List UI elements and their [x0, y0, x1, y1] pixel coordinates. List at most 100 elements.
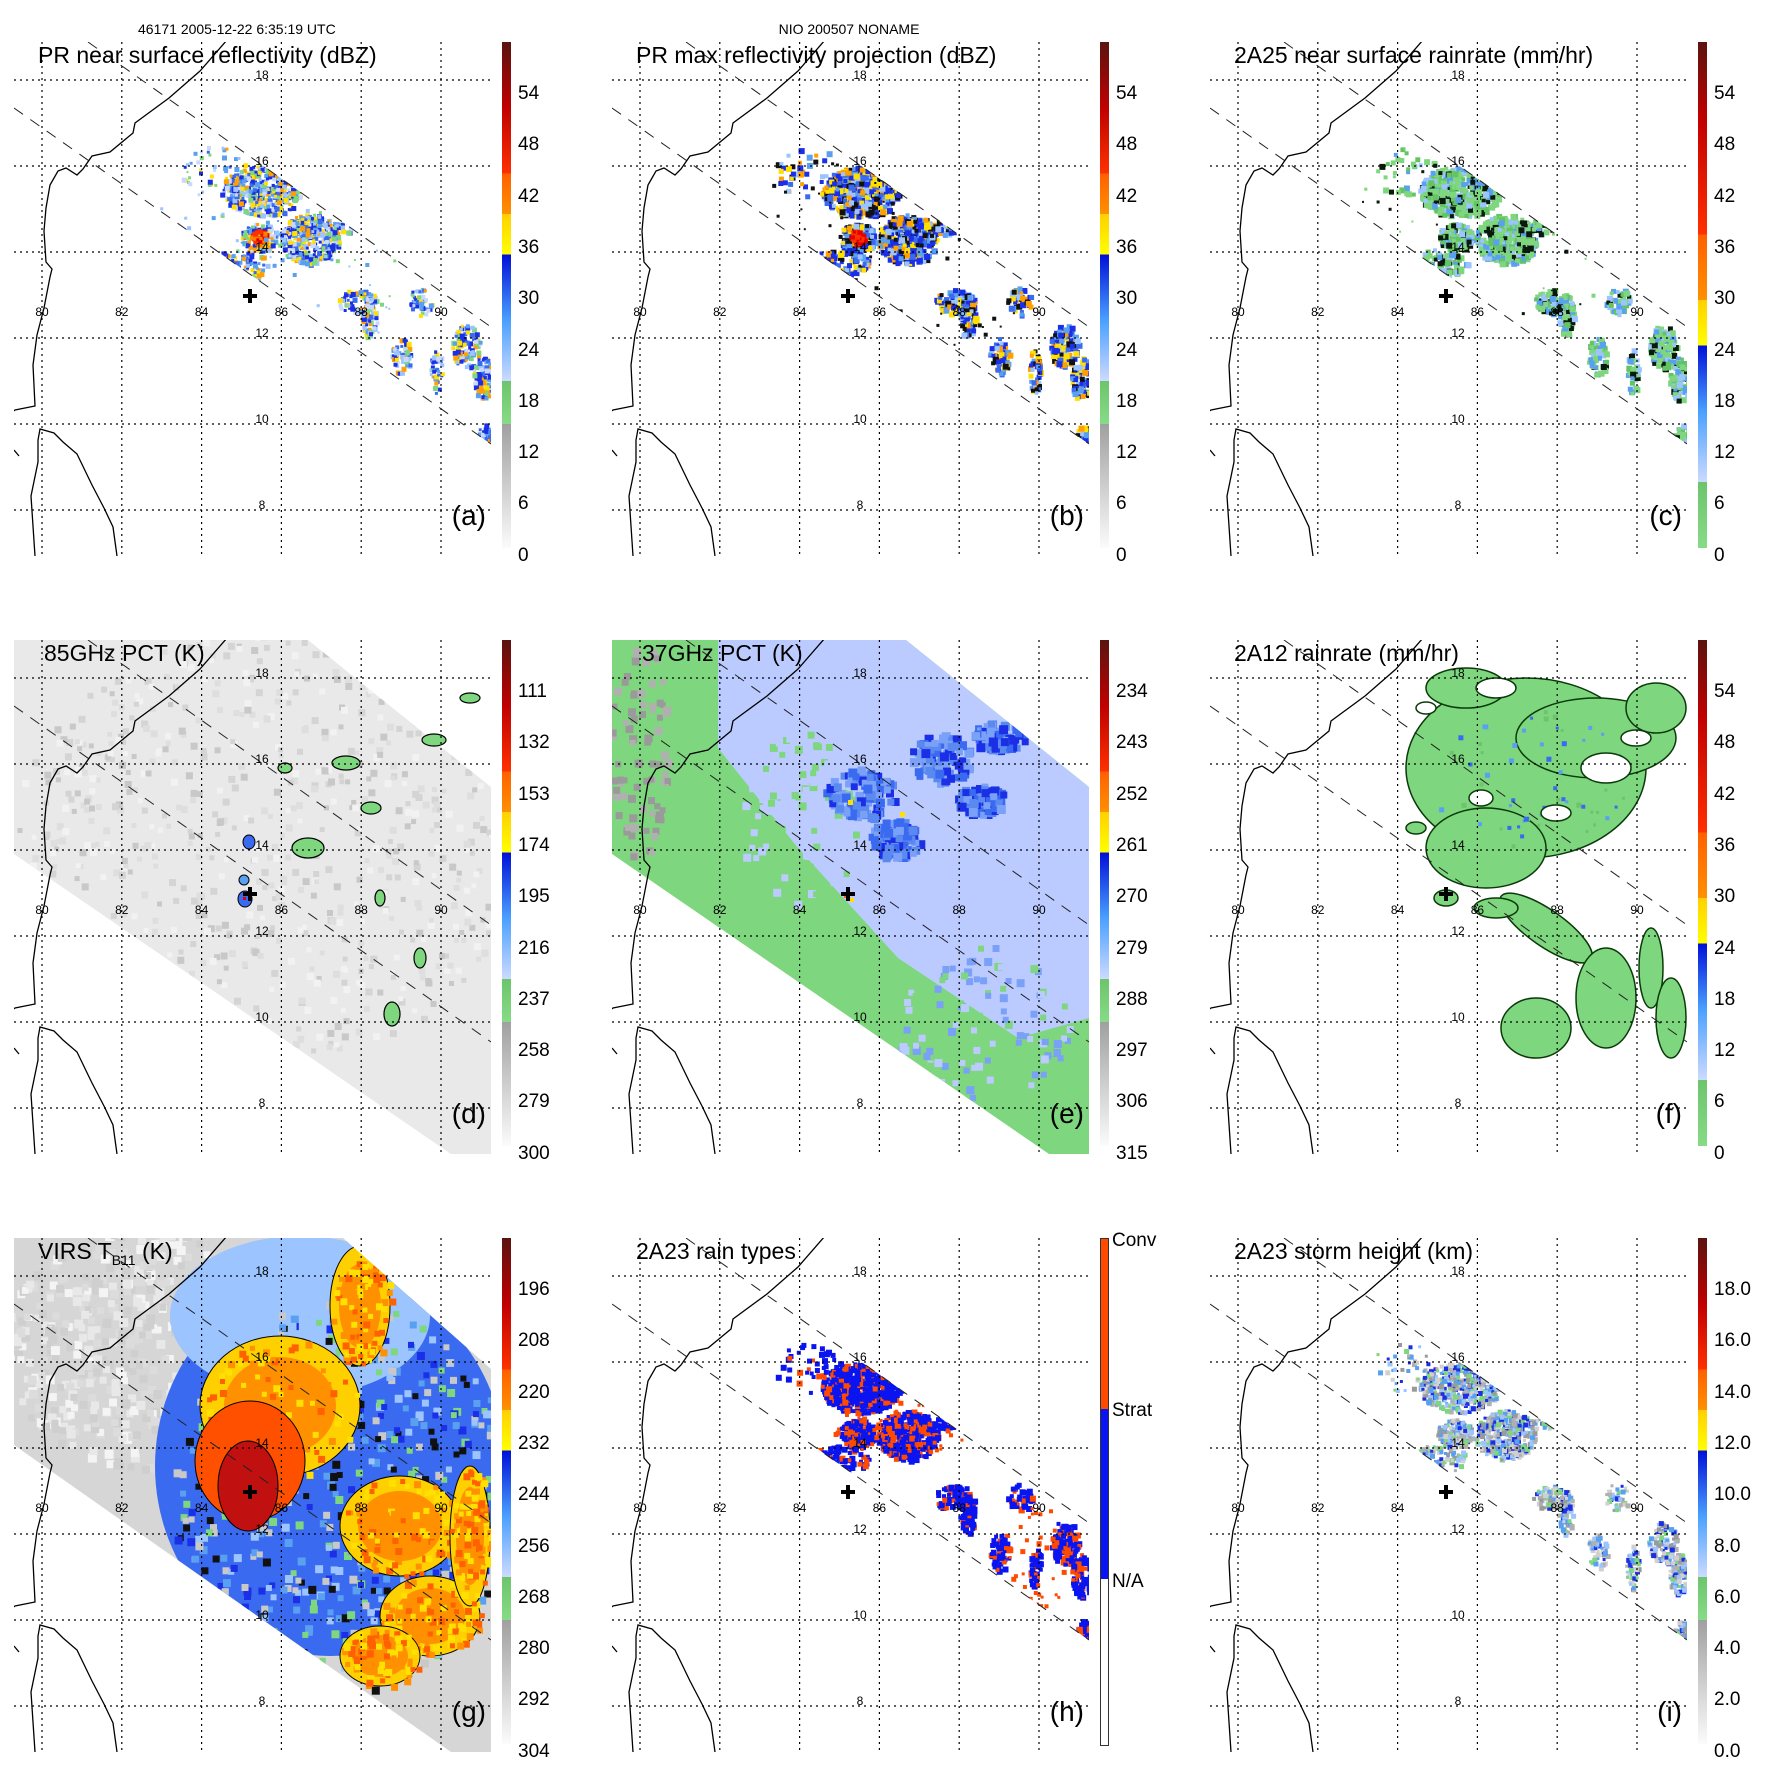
colorbar-tick-label: 256 — [518, 1535, 550, 1557]
lon-label: 80 — [633, 305, 647, 319]
lat-label: 14 — [1451, 240, 1465, 254]
lon-label: 84 — [194, 1501, 209, 1515]
colorbar-tick-label: Conv — [1112, 1230, 1157, 1251]
ice-scattering-region — [374, 889, 386, 907]
lat-label: 18 — [853, 666, 867, 680]
colorbar-tick-label: 4.0 — [1714, 1638, 1741, 1660]
lat-label: 16 — [853, 154, 867, 168]
lon-label: 86 — [274, 305, 289, 319]
panel-pr-max-reflectivity: 80 82 84 86 88 90 18 16 14 12 10 8 PR max reflectivi… — [598, 0, 1196, 598]
colorbar-tick-label: 216 — [518, 937, 550, 959]
lat-label: 18 — [853, 68, 867, 82]
colorbar-tick-label: 48 — [1714, 732, 1736, 754]
colorbar-tick-label: 174 — [518, 834, 550, 856]
lat-label: 14 — [853, 1436, 867, 1450]
colorbar-tick-label: 36 — [518, 236, 540, 258]
colorbar-tick-label: 208 — [518, 1330, 550, 1352]
lat-label: 18 — [1451, 666, 1465, 680]
lat-label: 10 — [255, 412, 269, 426]
lon-label: 90 — [434, 1501, 448, 1515]
colorbar-tick-label: 279 — [518, 1091, 550, 1113]
lat-lon-grid — [14, 42, 491, 556]
lon-label: 82 — [1311, 1501, 1325, 1515]
lon-label: 84 — [1390, 903, 1405, 917]
coastline-south — [1226, 1624, 1314, 1752]
lon-label: 80 — [1231, 903, 1245, 917]
storm-center-icon — [1439, 1485, 1453, 1499]
map-85ghz-pct — [14, 640, 491, 1154]
lat-label: 16 — [1451, 752, 1465, 766]
colorbar-tick-label: 54 — [1116, 83, 1138, 104]
colorbar-tick-label: 270 — [1116, 886, 1148, 908]
colorbar-tick-label: 24 — [1714, 937, 1736, 959]
coastline — [14, 42, 227, 412]
colorbar-tick-label: 288 — [1116, 988, 1148, 1010]
panel-2a12-rainrate: 80 82 84 86 88 90 18 16 14 12 10 8 2A12 rainrate (mm… — [1196, 598, 1771, 1196]
lat-lon-grid — [612, 42, 1089, 556]
lon-label: 90 — [1630, 903, 1644, 917]
lat-label: 10 — [853, 1608, 867, 1622]
panel-title: PR max reflectivity projection (dBZ) — [636, 42, 997, 68]
lat-label: 8 — [856, 498, 864, 512]
colorbar-tick-label: 0 — [1714, 544, 1725, 566]
lon-label: 84 — [194, 305, 209, 319]
panel-title: PR near surface reflectivity (dBZ) — [38, 42, 377, 68]
colorbar-tick-label: 111 — [518, 681, 547, 702]
lat-label: 18 — [1451, 1264, 1465, 1278]
panel-letter: (f) — [1655, 1098, 1682, 1129]
panel-title: 85GHz PCT (K) — [44, 640, 205, 666]
colorbar-tick-label: 2.0 — [1714, 1689, 1741, 1711]
lon-label: 80 — [35, 1501, 49, 1515]
lon-label: 84 — [792, 1501, 807, 1515]
colorbar-tick-label: 244 — [518, 1484, 550, 1506]
coastline — [1210, 42, 1423, 412]
colorbar-tick-label: 18 — [1714, 988, 1736, 1010]
colorbar — [1698, 42, 1707, 548]
lat-label: 12 — [853, 326, 867, 340]
lon-label: 82 — [1311, 305, 1325, 319]
colorbar-tick-label: 279 — [1116, 937, 1148, 959]
lon-label: 88 — [1550, 1501, 1564, 1515]
colorbar-tick-label: 36 — [1714, 236, 1736, 258]
colorbar-tick-label: 195 — [518, 886, 550, 908]
tmi-swath — [14, 640, 491, 1154]
lon-label: 86 — [274, 903, 289, 917]
orbit-timestamp: 46171 2005-12-22 6:35:19 UTC — [138, 21, 336, 37]
lat-label: 12 — [1451, 924, 1465, 938]
lat-label: 8 — [258, 1694, 266, 1708]
lon-label: 84 — [194, 903, 209, 917]
lon-label: 88 — [952, 305, 966, 319]
colorbar-tick-label: 54 — [1714, 83, 1736, 104]
panel-2a25-rainrate: 80 82 84 86 88 90 18 16 14 12 10 8 2A25 near surface… — [1196, 0, 1771, 598]
pr-swath-edges — [1210, 42, 1687, 445]
colorbar-tick-label: 0 — [518, 544, 529, 566]
coastline-south — [30, 428, 118, 556]
colorbar-tick-label: 268 — [518, 1586, 550, 1608]
lon-label: 80 — [1231, 1501, 1245, 1515]
coastline-south — [30, 1026, 118, 1154]
panel-letter: (e) — [1049, 1098, 1084, 1129]
pr-swath-edges — [1210, 640, 1687, 1043]
colorbar-tick-label: 196 — [518, 1279, 550, 1300]
lat-label: 10 — [853, 412, 867, 426]
colorbar-tick-label: 30 — [518, 288, 540, 310]
coastline — [14, 640, 227, 1010]
lon-label: 82 — [115, 1501, 129, 1515]
lat-label: 10 — [255, 1608, 269, 1622]
lon-label: 80 — [35, 903, 49, 917]
lat-lon-grid — [14, 1238, 491, 1752]
lat-label: 16 — [255, 1350, 269, 1364]
lat-lon-grid — [612, 640, 1089, 1154]
lat-label: 14 — [853, 240, 867, 254]
colorbar-tick-label: 42 — [1714, 783, 1736, 805]
pr-swath-edges — [612, 640, 1089, 1043]
colorbar-tick-label: 252 — [1116, 783, 1148, 805]
colorbar-tick-label: 42 — [1714, 185, 1736, 207]
colorbar-tick-label: 48 — [1116, 134, 1138, 156]
lat-label: 16 — [255, 752, 269, 766]
2a12-rain-area — [1405, 667, 1687, 1059]
lon-label: 86 — [872, 903, 887, 917]
colorbar — [1698, 1238, 1707, 1744]
colorbar — [1100, 42, 1109, 548]
panel-letter: (i) — [1657, 1696, 1682, 1727]
